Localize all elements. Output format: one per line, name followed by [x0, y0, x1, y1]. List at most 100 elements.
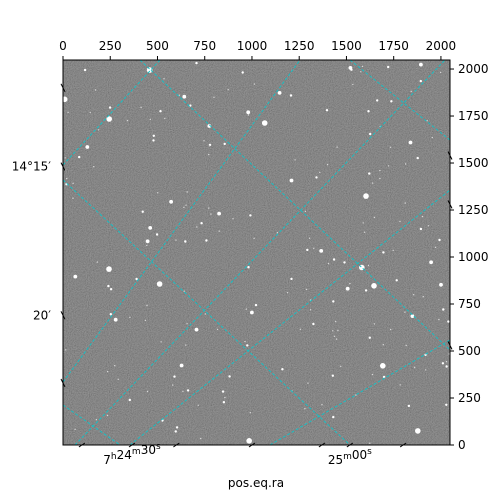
x-axis-label: pos.eq.ra	[228, 476, 284, 490]
top-tick-label: 1250	[284, 39, 315, 53]
star	[419, 79, 422, 83]
star	[387, 165, 390, 167]
star	[380, 363, 386, 369]
star	[289, 94, 293, 97]
star	[65, 349, 67, 351]
star	[438, 238, 441, 242]
star	[224, 396, 226, 399]
star	[348, 66, 353, 70]
star	[325, 109, 329, 112]
star	[213, 96, 215, 99]
top-axis: 0 250 500 750 1000 1250 1500 1750 2000	[59, 39, 456, 60]
star	[439, 282, 443, 287]
star	[387, 65, 390, 69]
star	[360, 71, 362, 73]
star	[129, 316, 131, 319]
star	[135, 277, 138, 281]
right-tick-label: 1750	[458, 109, 489, 123]
star	[95, 419, 98, 421]
star	[157, 192, 159, 194]
star	[392, 249, 394, 252]
grid-line	[63, 179, 351, 445]
grid-line	[63, 404, 121, 445]
star	[144, 319, 147, 322]
star	[305, 288, 308, 291]
star	[173, 375, 176, 378]
star	[197, 404, 199, 406]
star	[429, 260, 433, 265]
star	[196, 226, 198, 228]
star	[141, 210, 144, 213]
star	[332, 330, 334, 332]
star	[408, 140, 413, 145]
star	[113, 317, 118, 322]
left-minor-tick	[60, 378, 66, 388]
stars-layer	[63, 61, 450, 444]
star	[447, 320, 450, 323]
top-tick-label: 500	[146, 39, 169, 53]
star	[337, 329, 339, 332]
right-minor-tick	[447, 151, 453, 160]
star	[247, 114, 250, 116]
star	[416, 156, 419, 160]
bottom-minor-tick	[78, 442, 86, 448]
star	[321, 404, 323, 406]
star	[364, 289, 368, 292]
star	[106, 266, 112, 272]
star	[333, 335, 336, 337]
star	[186, 323, 188, 325]
star	[404, 163, 407, 165]
star	[74, 428, 76, 431]
star	[249, 412, 251, 414]
star	[106, 414, 109, 417]
star	[128, 398, 131, 402]
star	[434, 246, 437, 249]
star	[200, 437, 202, 440]
top-tick-label: 1500	[331, 39, 362, 53]
star	[155, 233, 159, 236]
star	[438, 318, 440, 321]
star	[146, 244, 148, 247]
star	[368, 172, 371, 175]
star	[208, 145, 211, 147]
star	[431, 136, 433, 139]
star	[369, 132, 372, 136]
star	[382, 344, 384, 346]
star	[422, 296, 424, 298]
star	[404, 202, 406, 204]
star	[253, 237, 255, 239]
star	[163, 78, 165, 80]
star	[222, 401, 226, 404]
star	[249, 214, 252, 217]
star	[332, 415, 335, 419]
star	[389, 146, 392, 148]
star	[72, 197, 74, 199]
star	[352, 83, 354, 86]
star	[175, 426, 179, 429]
bottom-minor-tick	[318, 442, 326, 448]
star	[335, 338, 338, 340]
star	[304, 210, 307, 213]
star	[289, 178, 294, 183]
left-tick	[60, 162, 66, 171]
top-tick-label: 1000	[237, 39, 268, 53]
bottom-axis: 7h24m30s 25m00s	[78, 442, 407, 467]
star	[340, 365, 342, 367]
star	[361, 65, 364, 68]
star	[349, 282, 351, 285]
star	[186, 191, 188, 193]
star	[307, 382, 309, 384]
right-tick-label: 2000	[458, 62, 489, 76]
star	[145, 239, 150, 244]
star	[445, 361, 448, 363]
star	[66, 177, 68, 180]
star	[106, 370, 109, 373]
grid-line	[63, 60, 161, 166]
star	[309, 309, 312, 311]
star	[326, 163, 329, 166]
star	[186, 389, 190, 392]
star	[319, 249, 324, 253]
star	[169, 199, 174, 204]
star	[312, 322, 315, 326]
star	[146, 67, 153, 73]
